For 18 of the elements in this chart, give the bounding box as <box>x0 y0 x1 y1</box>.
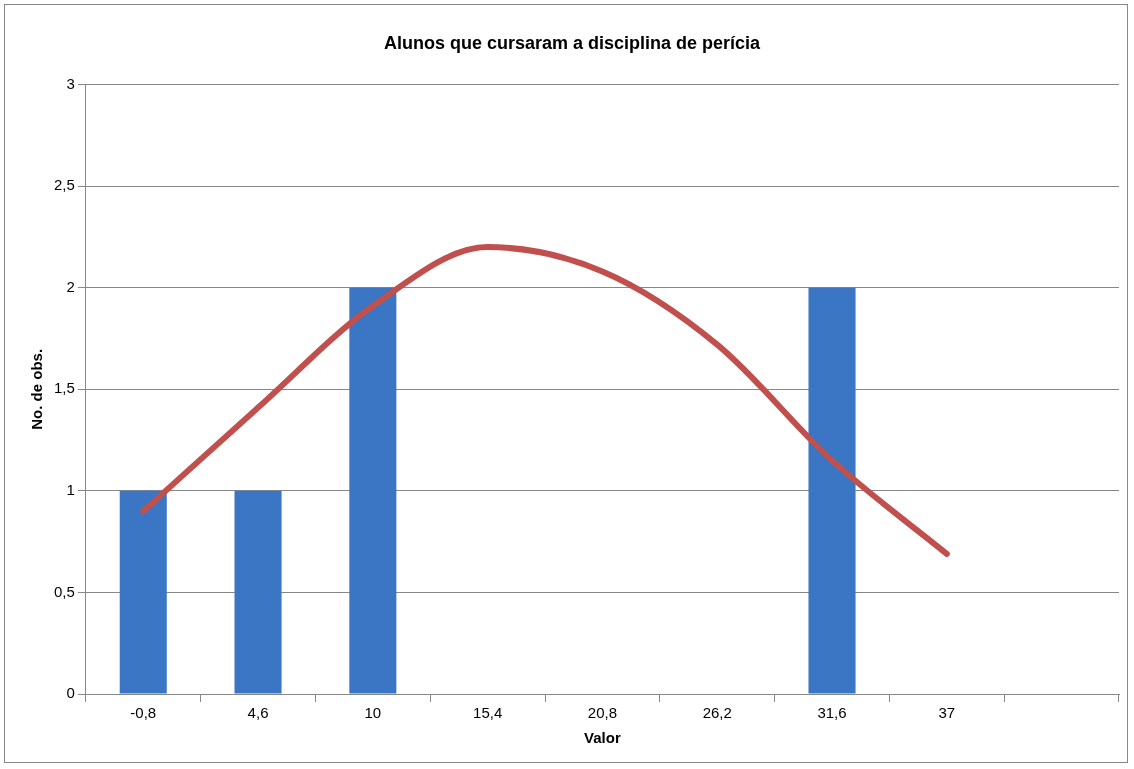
x-tick-label: 10 <box>364 704 382 722</box>
x-tick-label: 26,2 <box>702 704 732 722</box>
y-tick-label: 2,5 <box>53 176 75 194</box>
x-tick-label: 20,8 <box>587 704 618 722</box>
y-tick-label: 0 <box>66 684 75 702</box>
y-tick-label: 3 <box>66 74 75 92</box>
x-tick-label: 4,6 <box>247 704 269 722</box>
x-tick-label: 15,4 <box>473 704 503 722</box>
y-tick-label: 1 <box>66 481 75 499</box>
chart-title: Alunos que cursaram a disciplina de perícia <box>383 32 762 53</box>
y-tick-label: 1,5 <box>53 379 75 397</box>
y-axis-title: No. de obs. <box>28 348 46 430</box>
y-tick-label: 0,5 <box>53 582 75 600</box>
y-tick-label: 2 <box>66 277 75 295</box>
x-tick-label: 37 <box>938 704 956 722</box>
x-tick-label: 31,6 <box>817 704 847 722</box>
x-tick-label: -0,8 <box>130 704 157 722</box>
x-axis-title: Valor <box>584 729 621 747</box>
